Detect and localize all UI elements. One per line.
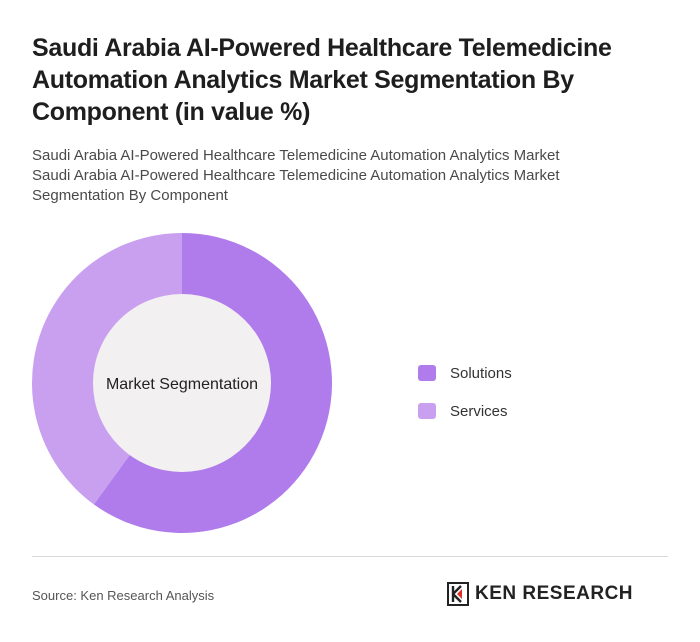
legend-swatch-services: [418, 403, 436, 419]
chart-title: Saudi Arabia AI-Powered Healthcare Telem…: [32, 34, 612, 126]
subtitle-line: Saudi Arabia AI-Powered Healthcare Telem…: [32, 167, 560, 184]
legend-item-services: Services: [418, 392, 512, 430]
legend-label-solutions: Solutions: [450, 364, 512, 382]
legend-item-solutions: Solutions: [418, 354, 512, 392]
center-label: Market Segmentation: [106, 376, 258, 393]
donut-hole: [93, 294, 271, 472]
chart-legend: Solutions Services: [418, 354, 512, 430]
donut-chart: Market Segmentation: [32, 233, 332, 533]
logo-text: KEN RESEARCH: [475, 583, 634, 604]
subtitle-line: Saudi Arabia AI-Powered Healthcare Telem…: [32, 147, 560, 164]
legend-swatch-solutions: [418, 365, 436, 381]
source-note: Source: Ken Research Analysis: [32, 588, 215, 603]
legend-label-services: Services: [450, 402, 508, 420]
ken-research-logo: KEN RESEARCH: [447, 581, 633, 607]
chart-subtitle: Saudi Arabia AI-Powered Healthcare Telem…: [32, 146, 632, 206]
footer-divider: [32, 556, 668, 557]
subtitle-line: Segmentation By Component: [32, 187, 228, 204]
ken-research-logo-icon: [447, 582, 469, 606]
